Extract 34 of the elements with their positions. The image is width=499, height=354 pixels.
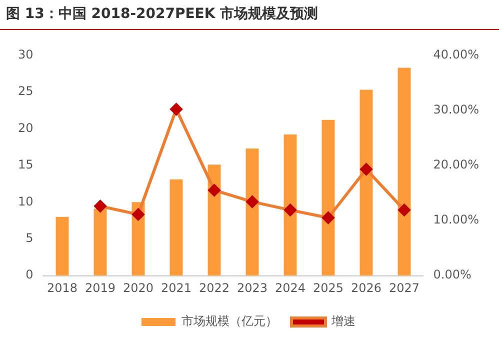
x-tick-label: 2025 [312, 280, 344, 295]
x-tick-label: 2026 [350, 280, 382, 295]
bar [56, 216, 69, 276]
x-tick-label: 2021 [160, 280, 192, 295]
bar [246, 148, 259, 276]
y-tick-label: 15 [18, 158, 34, 172]
x-tick-label: 2019 [84, 280, 116, 295]
x-tick-label: 2018 [46, 280, 78, 295]
bar [284, 134, 297, 276]
y-tick-label: 30 [18, 47, 34, 62]
x-tick-label: 2020 [122, 280, 154, 295]
y-tick-label: 10 [18, 194, 34, 208]
bar [208, 164, 221, 276]
y2-tick-label: 0.00% [433, 268, 472, 282]
y2-tick-label: 20.00% [433, 158, 480, 172]
legend-label: 增速 [330, 314, 356, 328]
bar [360, 90, 373, 276]
bar [398, 68, 411, 276]
bar [170, 179, 183, 276]
x-tick-label: 2027 [388, 280, 420, 295]
x-tick-label: 2024 [274, 280, 306, 295]
legend-label: 市场规模（亿元） [182, 314, 278, 328]
y-tick-label: 0 [26, 268, 34, 282]
y2-tick-label: 10.00% [433, 212, 480, 227]
y2-tick-label: 40.00% [433, 47, 480, 62]
bar [322, 120, 335, 276]
bar [94, 208, 107, 276]
x-tick-label: 2022 [198, 280, 230, 295]
x-tick-label: 2023 [236, 280, 268, 295]
y-tick-label: 20 [18, 120, 34, 135]
y-tick-label: 5 [26, 230, 34, 245]
chart-title: 图 13：中国 2018-2027PEEK 市场规模及预测 [0, 0, 499, 30]
y2-tick-label: 30.00% [433, 102, 480, 116]
y-tick-label: 25 [18, 84, 34, 98]
